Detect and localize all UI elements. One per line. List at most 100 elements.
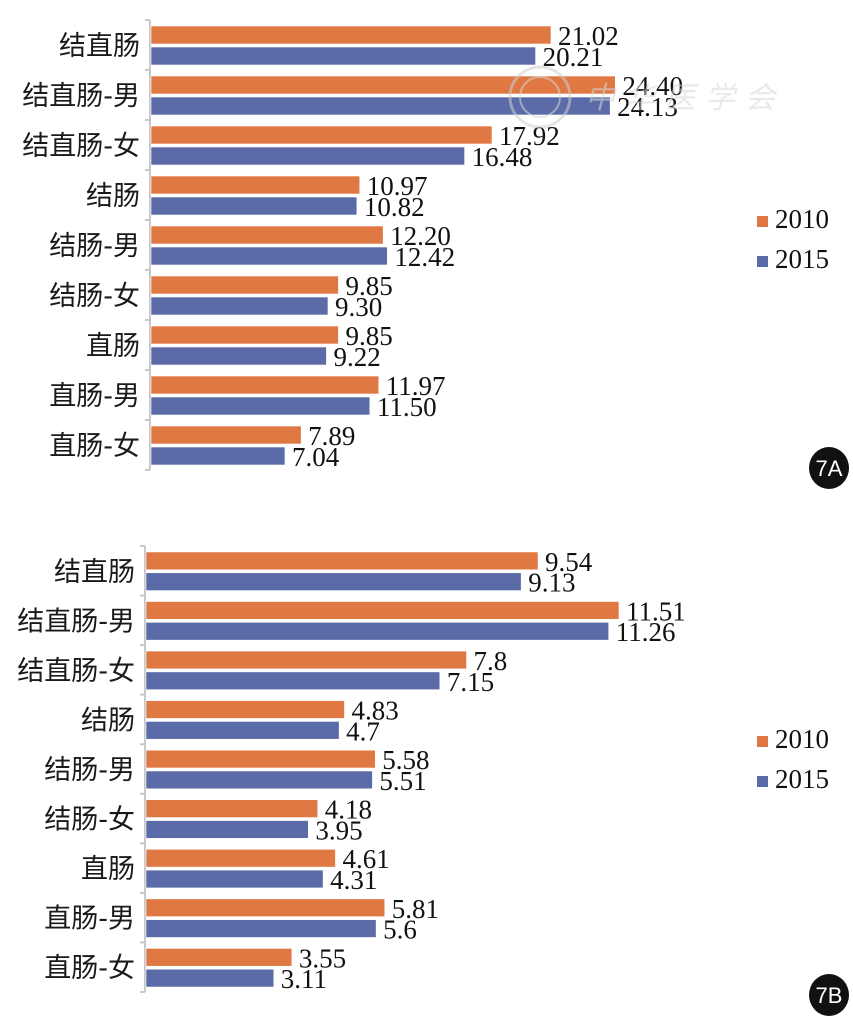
data-label-2015-4: 5.51 [379,766,426,796]
data-label-2015-2: 7.15 [447,667,494,697]
bar-2015-1 [145,622,610,641]
bar-2015-6 [145,869,324,889]
watermark-seal-icon [508,65,572,129]
bar-2010-6 [150,325,339,345]
bar-2015-6 [150,346,327,366]
bar-2015-2 [150,146,465,166]
data-label-2015-3: 4.7 [346,716,380,746]
legend-swatch-2015 [757,256,768,267]
bar-2010-4 [150,225,384,245]
category-label: 结直肠 [59,31,140,62]
data-label-2010-4: 5.58 [382,745,429,775]
legend-swatch-2010 [757,736,768,747]
category-label: 结直肠-女 [17,656,135,687]
bar-2015-7 [150,396,371,416]
category-label: 直肠-女 [49,431,140,462]
bar-2015-7 [145,919,377,938]
data-label-2015-3: 10.82 [364,192,425,222]
category-label: 直肠-男 [44,904,135,935]
badge-circle [809,974,849,1016]
category-label: 结肠-男 [44,755,135,786]
watermark: 中华医学会 [508,65,785,129]
bar-2010-0 [145,551,539,571]
bar-2015-4 [145,770,373,790]
bar-2015-5 [150,296,329,316]
data-label-2015-2: 16.48 [472,142,533,172]
data-label-2015-5: 3.95 [315,815,362,845]
bar-2010-5 [145,799,319,818]
data-label-2015-7: 11.50 [377,392,437,422]
data-label-2010-0: 9.54 [545,547,593,577]
panel-badge: 7B [809,974,849,1016]
bar-2015-8 [145,968,275,988]
data-label-2010-7: 5.81 [392,894,439,924]
category-label: 结肠-女 [44,805,135,836]
bar-2015-2 [145,671,441,691]
category-label: 直肠 [86,331,140,362]
bar-2010-7 [150,375,380,395]
bar-2010-1 [150,75,616,95]
data-label-2015-0: 20.21 [543,42,604,72]
data-label-2015-8: 7.04 [292,442,340,472]
bar-2015-4 [150,246,388,266]
bar-2015-5 [145,820,309,839]
bar-2010-2 [145,650,467,670]
category-label: 直肠-女 [44,953,135,984]
bar-2010-2 [150,125,493,145]
data-label-2010-5: 4.18 [325,795,372,825]
data-label-2015-7: 5.6 [383,915,417,945]
data-label-2010-6: 4.61 [342,844,389,874]
bar-2015-1 [150,96,611,116]
data-label-2010-8: 3.55 [299,943,346,973]
bar-2015-3 [150,196,358,216]
data-label-2015-1: 24.13 [617,92,678,122]
data-label-2010-3: 4.83 [351,696,398,726]
legend-swatch-2010 [757,216,768,227]
watermark-seal-inner [519,76,561,118]
badge-circle [809,447,849,489]
bar-2010-6 [145,848,336,868]
category-label: 结肠-女 [49,281,140,312]
data-label-2010-3: 10.97 [367,171,428,201]
category-label: 结肠 [81,705,135,736]
bar-2010-5 [150,275,339,295]
data-label-2015-8: 3.11 [281,964,327,994]
category-label: 结肠 [86,181,140,212]
category-label: 结直肠 [54,557,135,588]
bar-2010-3 [150,175,361,195]
data-label-2010-1: 24.40 [622,71,683,101]
bar-2015-0 [150,46,536,66]
legend-swatch-2015 [757,776,768,787]
legend-label-2010: 2010 [775,204,829,234]
bar-2010-8 [145,948,293,967]
data-label-2015-0: 9.13 [528,568,575,598]
data-label-2010-8: 7.89 [308,421,355,451]
data-label-2015-4: 12.42 [394,242,455,272]
bar-2015-0 [145,572,522,591]
bar-2015-8 [150,446,286,466]
watermark-text: 中华医学会 [585,81,785,116]
category-label: 结直肠-男 [17,606,135,637]
category-label: 结直肠-女 [22,131,140,162]
bar-2010-3 [145,700,345,719]
category-label: 结直肠-男 [22,81,140,112]
bar-2015-3 [145,721,340,740]
bar-2010-8 [150,425,302,445]
data-label-2015-5: 9.30 [335,292,382,322]
data-label-2010-0: 21.02 [558,21,619,51]
data-label-2010-1: 11.51 [626,596,686,626]
bar-2010-0 [150,25,552,45]
legend-label-2015: 2015 [775,244,829,274]
data-label-2010-2: 7.8 [474,646,508,676]
panel-badge: 7A [809,447,849,489]
badge-label: 7A [816,456,843,481]
data-label-2010-6: 9.85 [345,321,392,351]
bar-2010-1 [145,601,620,620]
category-label: 直肠 [81,854,135,885]
category-label: 结肠-男 [49,231,140,262]
data-label-2015-6: 4.31 [330,865,377,895]
bar-2010-7 [145,898,386,917]
